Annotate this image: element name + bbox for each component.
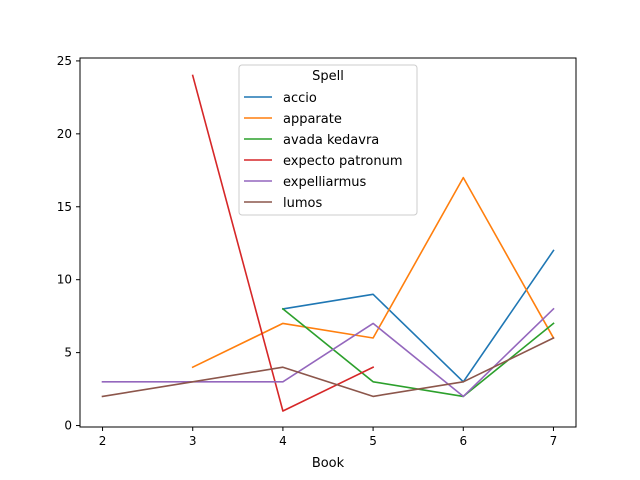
series-line-expelliarmus bbox=[101, 307, 555, 398]
series-line-lumos bbox=[101, 336, 555, 398]
legend-items: accio apparate avada kedavra expecto patron… bbox=[244, 91, 403, 211]
y-tick-label: 15 bbox=[57, 200, 72, 214]
series-line-accio bbox=[281, 249, 555, 383]
legend-label-lumos: lumos bbox=[283, 196, 322, 211]
series-line-avada-kedavra bbox=[281, 307, 555, 398]
legend-box bbox=[238, 64, 418, 216]
legend: Spell accio apparate avada kedavra expecto … bbox=[238, 64, 418, 216]
plot-area bbox=[101, 74, 555, 412]
y-tick-label: 25 bbox=[57, 54, 72, 68]
series-line-expecto-patronum bbox=[191, 74, 375, 412]
x-axis-title: Book bbox=[312, 456, 345, 471]
legend-label-apparate: apparate bbox=[283, 112, 342, 127]
series-line-apparate bbox=[191, 176, 555, 369]
y-tick-label: 5 bbox=[64, 346, 72, 360]
legend-label-accio: accio bbox=[283, 91, 317, 106]
x-tick-label: 7 bbox=[550, 434, 558, 448]
y-tick-label: 0 bbox=[64, 419, 72, 433]
y-tick-label: 20 bbox=[57, 127, 72, 141]
x-tick-label: 4 bbox=[279, 434, 287, 448]
legend-title: Spell bbox=[312, 69, 344, 84]
y-tick-label: 10 bbox=[57, 273, 72, 287]
legend-label-avada-kedavra: avada kedavra bbox=[283, 133, 379, 148]
x-tick-label: 2 bbox=[99, 434, 107, 448]
x-tick-label: 6 bbox=[459, 434, 467, 448]
axes-frame bbox=[79, 57, 577, 428]
x-axis: 2 3 4 5 6 7 bbox=[99, 427, 558, 448]
legend-label-expecto-patronum: expecto patronum bbox=[283, 154, 403, 169]
legend-label-expelliarmus: expelliarmus bbox=[283, 175, 367, 190]
y-axis: 0 5 10 15 20 25 bbox=[57, 54, 80, 433]
x-tick-label: 3 bbox=[189, 434, 197, 448]
x-tick-label: 5 bbox=[369, 434, 377, 448]
